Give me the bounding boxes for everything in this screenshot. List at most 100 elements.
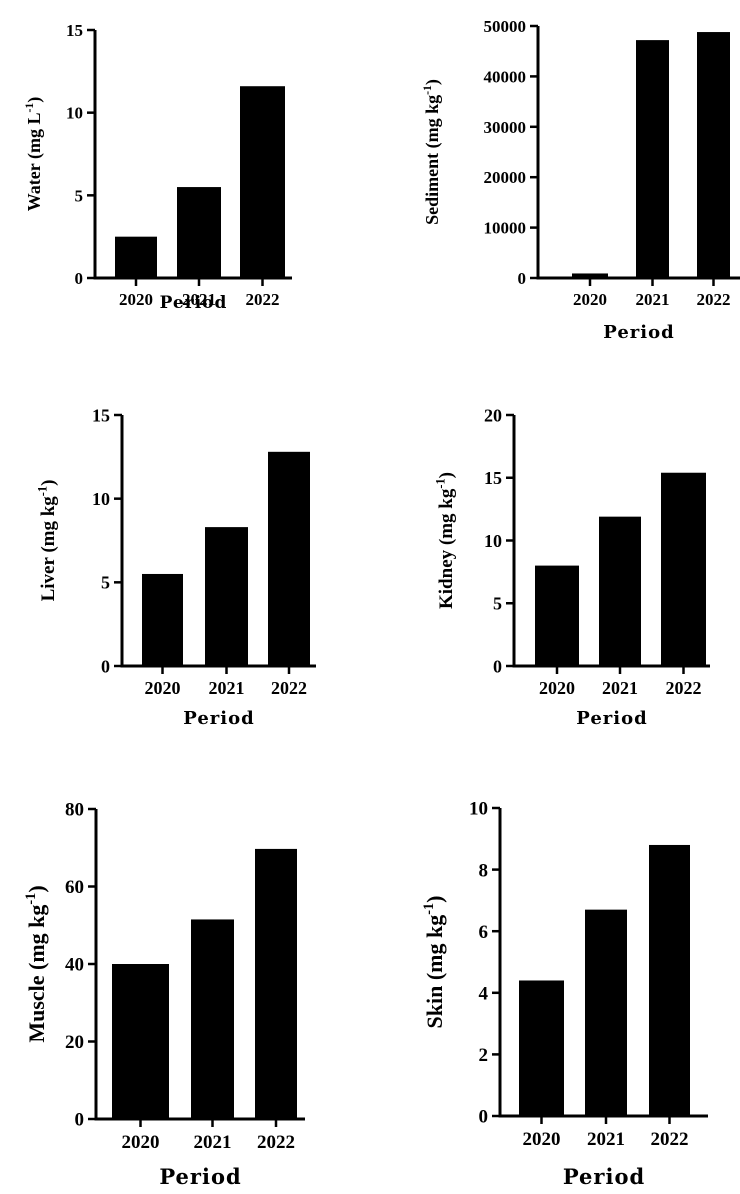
x-axis-title: Period [160, 293, 228, 313]
x-axis-title: Period [576, 708, 647, 729]
x-tick-label: 2021 [636, 290, 670, 309]
x-axis-title: Period [183, 708, 254, 729]
y-axis-title-superscript: -1 [421, 903, 437, 915]
bar-2021 [177, 187, 221, 278]
y-axis-title-tail: ) [24, 885, 49, 892]
bar-2020 [572, 273, 608, 278]
bar-2021 [585, 909, 627, 1116]
y-tick-label: 20 [484, 405, 502, 425]
x-tick-label: 2020 [119, 290, 153, 309]
bar-2021 [191, 919, 234, 1119]
chart-panel-2: 0 10000 20000 30000 40000 50000 2020 2021 2022 Pe… [421, 17, 740, 343]
bar-2022 [240, 86, 285, 278]
y-axis-title-tail: ) [24, 97, 45, 103]
y-tick-label: 5 [101, 573, 110, 593]
y-axis-title-superscript: -1 [35, 486, 49, 496]
x-tick-label: 2020 [523, 1129, 561, 1150]
y-tick-label: 80 [65, 800, 84, 821]
x-axis-title: Period [603, 322, 674, 343]
y-axis-title-tail: ) [38, 480, 59, 486]
y-axis-title-superscript: -1 [421, 85, 434, 95]
bar-2020 [112, 964, 169, 1119]
y-axis-title-main: Kidney (mg kg [436, 488, 457, 609]
bar-2021 [636, 40, 669, 278]
y-axis-title-superscript: -1 [433, 478, 447, 488]
x-axis-title: Period [563, 1164, 645, 1189]
bar-2022 [697, 32, 730, 278]
y-tick-label: 0 [75, 269, 84, 288]
y-axis-title: Kidney (mg kg-1) [433, 472, 457, 609]
y-axis-title-main: Skin (mg kg [422, 915, 447, 1029]
y-tick-label: 20000 [484, 168, 527, 187]
y-axis-title-superscript: -1 [23, 893, 39, 905]
x-tick-label: 2022 [271, 678, 307, 698]
x-tick-label: 2020 [145, 678, 181, 698]
y-axis-title-tail: ) [422, 79, 443, 85]
x-tick-label: 2020 [573, 290, 607, 309]
y-tick-label: 10000 [484, 219, 527, 238]
y-tick-label: 30000 [484, 118, 527, 137]
y-tick-label: 20 [65, 1032, 84, 1053]
y-axis-title: Skin (mg kg-1) [421, 896, 447, 1029]
y-tick-label: 2 [479, 1045, 489, 1066]
x-tick-label: 2021 [587, 1129, 625, 1150]
y-tick-label: 5 [75, 186, 84, 205]
chart-panel-1: 0 5 10 15 2020 2021 2022 Period Water (mg L-1) [23, 21, 292, 313]
y-axis-title: Liver (mg kg-1) [35, 480, 59, 602]
y-tick-label: 6 [479, 922, 489, 943]
y-tick-label: 50000 [484, 17, 527, 36]
y-axis-title: Water (mg L-1) [23, 97, 45, 211]
y-tick-label: 0 [101, 656, 110, 676]
chart-panel-6: 0 2 4 6 8 10 2020 2021 2022 Period Skin (mg kg-1) [421, 799, 708, 1189]
y-tick-label: 5 [493, 594, 502, 614]
bar-2021 [599, 516, 641, 666]
y-axis-title-tail: ) [422, 896, 447, 903]
x-axis-title: Period [159, 1164, 241, 1189]
y-axis-title-main: Water (mg L [24, 113, 45, 212]
x-tick-label: 2022 [651, 1129, 689, 1150]
bar-2021 [205, 527, 248, 666]
x-tick-label: 2022 [257, 1132, 295, 1153]
y-tick-label: 10 [92, 489, 110, 509]
y-tick-label: 40000 [484, 67, 527, 86]
x-tick-label: 2022 [246, 290, 280, 309]
y-axis-title-main: Sediment (mg kg [422, 95, 443, 225]
y-axis-title-tail: ) [436, 472, 457, 478]
bar-2020 [535, 565, 579, 666]
bar-2022 [268, 451, 310, 666]
x-tick-label: 2020 [122, 1132, 160, 1153]
x-tick-label: 2021 [182, 290, 216, 309]
y-tick-label: 0 [479, 1107, 489, 1128]
chart-panel-5: 0 20 40 60 80 2020 2021 2022 Period Muscle (mg kg… [23, 800, 305, 1189]
y-tick-label: 60 [65, 877, 84, 898]
y-tick-label: 10 [469, 799, 488, 820]
bar-2020 [142, 573, 183, 666]
y-tick-label: 0 [518, 269, 527, 288]
y-tick-label: 40 [65, 955, 84, 976]
bar-2022 [661, 472, 706, 666]
y-tick-label: 4 [479, 983, 489, 1004]
y-axis-title: Muscle (mg kg-1) [23, 885, 49, 1042]
x-tick-label: 2020 [539, 678, 575, 698]
y-tick-label: 10 [66, 104, 83, 123]
chart-panel-3: 0 5 10 15 2020 2021 2022 Period Liver (mg kg-1) [35, 405, 316, 729]
y-tick-label: 0 [75, 1110, 85, 1131]
x-tick-label: 2022 [666, 678, 702, 698]
bar-2020 [115, 236, 157, 278]
x-tick-label: 2021 [602, 678, 638, 698]
y-axis-title-superscript: -1 [23, 103, 36, 113]
y-tick-label: 0 [493, 656, 502, 676]
y-tick-label: 10 [484, 531, 502, 551]
y-tick-label: 15 [66, 21, 83, 40]
y-axis-title-main: Muscle (mg kg [24, 905, 49, 1043]
y-tick-label: 15 [484, 468, 502, 488]
x-tick-label: 2022 [697, 290, 731, 309]
bar-2022 [255, 848, 297, 1119]
x-tick-label: 2021 [194, 1132, 232, 1153]
y-tick-label: 15 [92, 405, 110, 425]
y-axis-title-main: Liver (mg kg [38, 496, 59, 602]
x-tick-label: 2021 [209, 678, 245, 698]
y-tick-label: 8 [479, 860, 489, 881]
